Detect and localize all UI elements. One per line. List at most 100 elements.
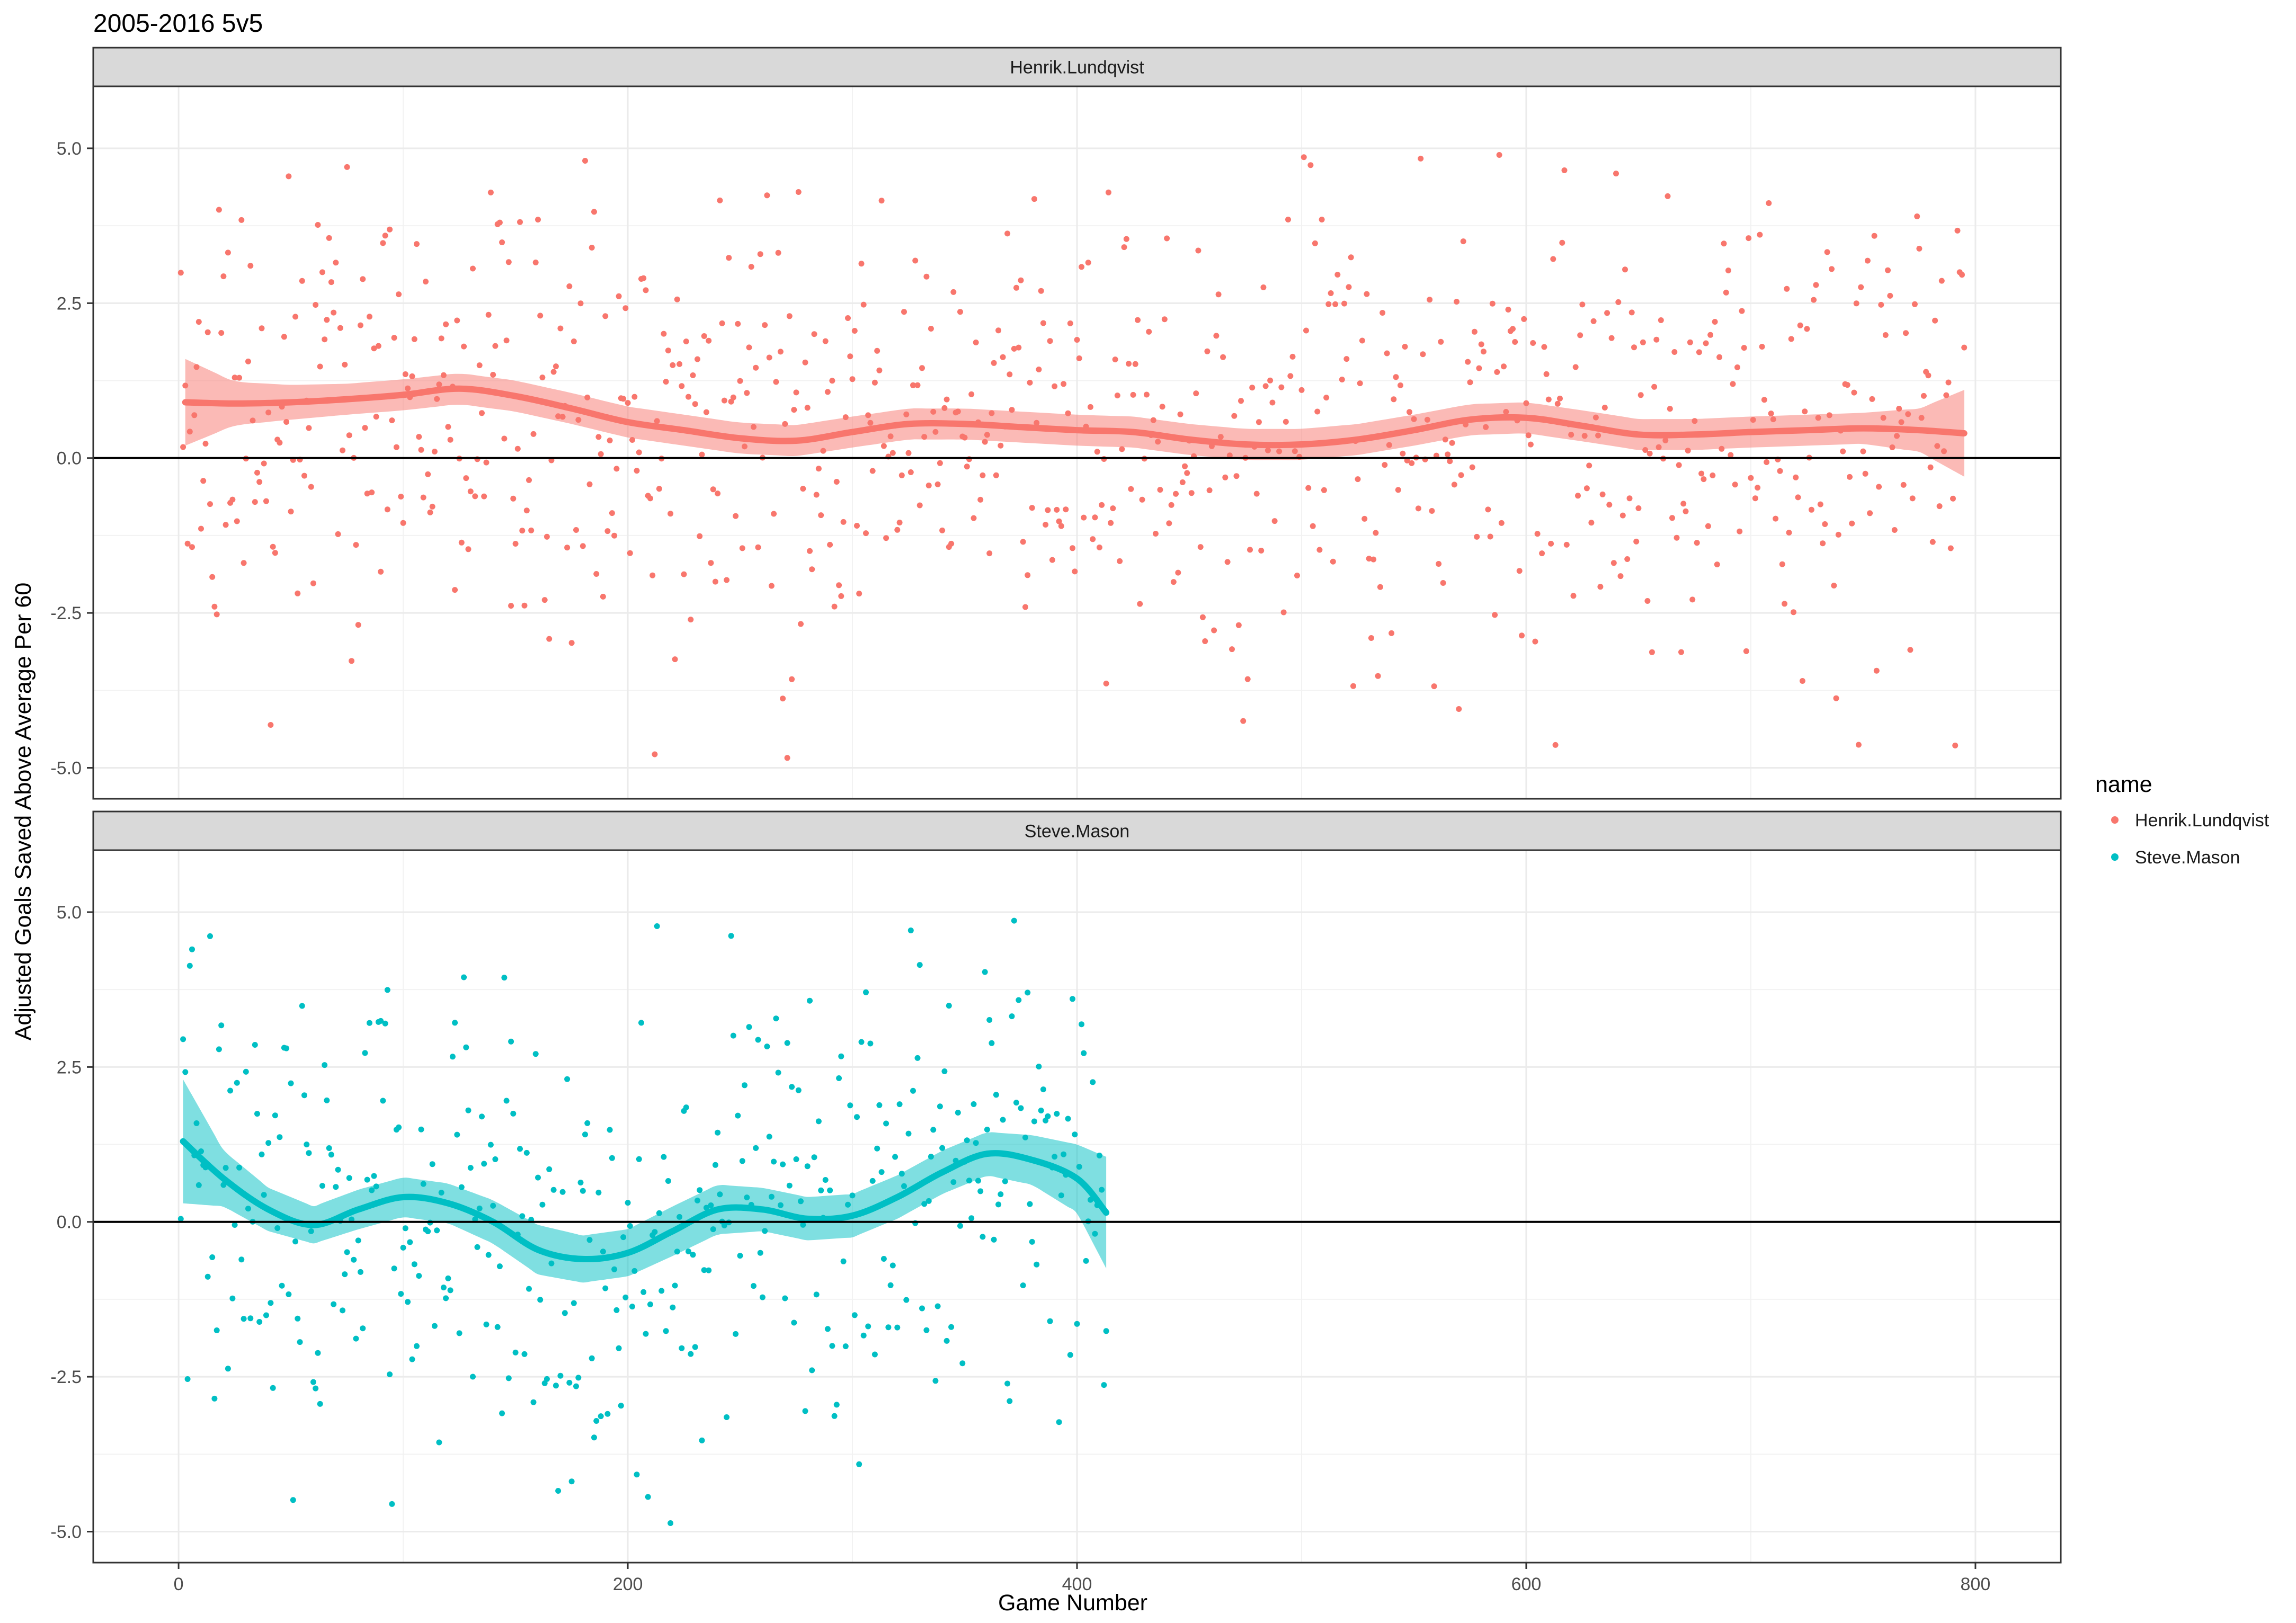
data-point xyxy=(991,1236,997,1243)
data-point xyxy=(591,1434,597,1441)
data-point xyxy=(928,326,934,332)
data-point xyxy=(335,1166,341,1173)
data-point xyxy=(1164,235,1170,242)
data-point xyxy=(836,1075,842,1081)
data-point xyxy=(1090,1079,1096,1085)
data-point xyxy=(1355,476,1361,483)
data-point xyxy=(1092,514,1098,521)
data-point xyxy=(454,1131,460,1138)
data-point xyxy=(362,1050,368,1056)
data-point xyxy=(1617,573,1624,579)
data-point xyxy=(923,1327,930,1333)
data-point xyxy=(701,333,707,339)
data-point xyxy=(1269,399,1276,406)
data-point xyxy=(204,1273,211,1280)
data-point xyxy=(1052,383,1058,389)
data-point xyxy=(998,1191,1004,1198)
data-point xyxy=(416,434,422,440)
data-point xyxy=(1773,515,1779,522)
data-point xyxy=(876,367,883,373)
data-point xyxy=(1085,260,1091,266)
data-point xyxy=(1119,446,1125,452)
data-point xyxy=(378,1018,384,1024)
data-point xyxy=(414,1343,420,1349)
data-point xyxy=(1094,449,1100,455)
data-point xyxy=(1512,339,1518,345)
data-point xyxy=(1746,235,1752,242)
y-tick-label: -5.0 xyxy=(50,1522,82,1542)
data-point xyxy=(889,450,896,456)
data-point xyxy=(1112,356,1118,363)
data-point xyxy=(1521,316,1527,322)
data-point xyxy=(1532,638,1538,645)
data-point xyxy=(301,472,307,479)
data-point xyxy=(1586,462,1592,469)
data-point xyxy=(1784,286,1790,292)
data-point xyxy=(795,1087,802,1093)
data-point xyxy=(476,362,483,369)
data-point xyxy=(1730,381,1736,387)
data-point xyxy=(461,974,467,980)
data-point xyxy=(715,491,721,497)
data-point xyxy=(1799,678,1805,684)
data-point xyxy=(827,541,833,548)
data-point xyxy=(753,1145,759,1151)
data-point xyxy=(1907,647,1914,653)
data-point xyxy=(1559,239,1565,246)
data-point xyxy=(1808,506,1814,513)
data-point xyxy=(213,611,220,618)
data-point xyxy=(907,928,914,933)
data-point xyxy=(1161,316,1168,323)
data-point xyxy=(353,542,359,548)
data-point xyxy=(665,347,671,354)
data-point xyxy=(487,1142,494,1148)
data-point xyxy=(573,527,579,533)
data-point xyxy=(1768,411,1774,417)
data-point xyxy=(1878,301,1884,308)
data-point xyxy=(1817,501,1823,507)
data-point xyxy=(1366,556,1372,562)
data-point xyxy=(935,1303,941,1309)
data-point xyxy=(425,471,431,477)
data-point xyxy=(613,1307,620,1313)
data-point xyxy=(1168,502,1174,508)
data-point xyxy=(195,319,202,325)
data-point xyxy=(523,507,530,514)
data-point xyxy=(1844,382,1850,388)
data-point xyxy=(944,1337,950,1344)
data-point xyxy=(290,1497,296,1503)
data-point xyxy=(804,1163,811,1170)
data-point xyxy=(724,577,730,583)
data-point xyxy=(355,622,361,628)
data-point xyxy=(283,419,290,425)
data-point xyxy=(980,472,986,478)
data-point xyxy=(1633,538,1640,545)
data-point xyxy=(566,1379,573,1386)
data-point xyxy=(1061,381,1067,387)
data-point xyxy=(252,499,258,505)
data-point xyxy=(1173,491,1179,497)
x-tick-label: 200 xyxy=(613,1574,643,1594)
data-point xyxy=(683,1104,689,1111)
data-point xyxy=(1761,397,1767,403)
data-point xyxy=(1954,227,1961,234)
data-point xyxy=(283,1045,290,1051)
data-point xyxy=(1835,531,1841,538)
data-point xyxy=(501,975,508,981)
data-point xyxy=(786,1182,793,1189)
data-point xyxy=(1047,1318,1053,1324)
data-point xyxy=(499,1410,505,1416)
data-point xyxy=(1114,393,1120,399)
data-point xyxy=(1193,390,1199,397)
data-point xyxy=(737,378,743,384)
data-point xyxy=(1278,384,1285,390)
data-point xyxy=(521,602,528,609)
data-point xyxy=(369,489,375,496)
data-point xyxy=(793,389,799,396)
data-point xyxy=(337,325,343,331)
data-point xyxy=(640,1289,647,1295)
y-tick-label: -2.5 xyxy=(50,603,82,623)
x-axis-title: Game Number xyxy=(998,1590,1147,1616)
data-point xyxy=(726,255,732,261)
data-point xyxy=(1465,359,1471,365)
